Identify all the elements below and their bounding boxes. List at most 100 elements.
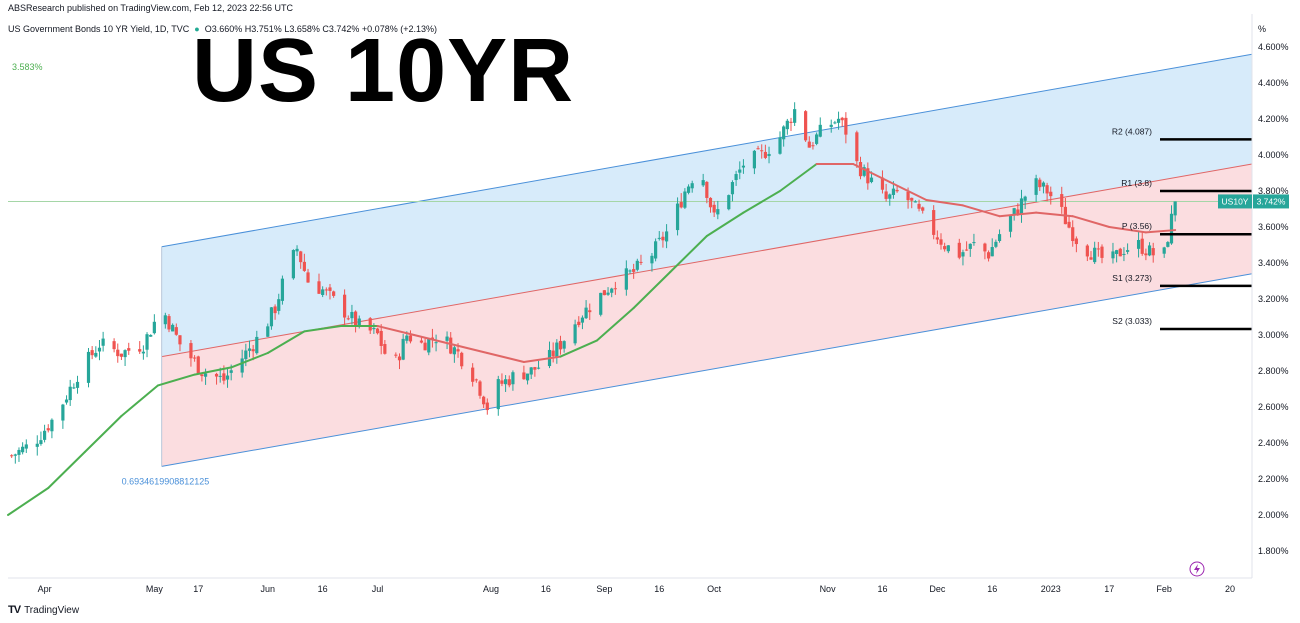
x-tick-label: 17 xyxy=(193,584,203,594)
candle-body xyxy=(222,373,226,381)
candle-body xyxy=(1100,246,1104,258)
x-tick-label: Feb xyxy=(1156,584,1172,594)
candle-body xyxy=(244,350,248,360)
candle-body xyxy=(880,177,885,190)
ma-segment xyxy=(303,325,342,333)
x-tick-label: 17 xyxy=(1104,584,1114,594)
candle-body xyxy=(986,252,991,259)
ma-segment xyxy=(486,352,525,363)
candle-body xyxy=(141,351,145,354)
candle-body xyxy=(1173,201,1177,216)
candle-body xyxy=(782,126,786,140)
x-tick-label: Dec xyxy=(929,584,946,594)
candle-body xyxy=(295,248,299,252)
y-tick-label: 4.600% xyxy=(1258,42,1289,52)
candle-body xyxy=(1012,208,1016,216)
candle-body xyxy=(50,419,54,432)
y-tick-label: 4.000% xyxy=(1258,150,1289,160)
candle-body xyxy=(533,367,537,370)
candle-body xyxy=(229,370,233,373)
ma-segment xyxy=(705,211,745,237)
candle-body xyxy=(42,430,47,440)
candle-body xyxy=(675,203,680,231)
candle-body xyxy=(997,234,1002,242)
candle-body xyxy=(1045,185,1049,194)
candle-body xyxy=(214,373,219,377)
candle-body xyxy=(650,255,654,264)
ma-segment xyxy=(1108,226,1147,234)
candle-body xyxy=(35,443,39,447)
pivot-label: R2 (4.087) xyxy=(1112,126,1152,136)
candle-body xyxy=(299,251,303,263)
ma-segment xyxy=(559,339,599,358)
candle-body xyxy=(178,335,182,345)
candle-body xyxy=(507,379,511,386)
candle-body xyxy=(277,299,281,311)
ma-segment xyxy=(852,163,891,183)
candle-body xyxy=(21,446,25,453)
candle-body xyxy=(679,202,683,208)
candle-body xyxy=(752,150,756,169)
candle-body xyxy=(932,210,936,235)
ma-segment xyxy=(266,330,306,354)
candle-body xyxy=(1060,194,1064,207)
candle-body xyxy=(957,242,961,258)
candle-body xyxy=(712,204,716,213)
candle-body xyxy=(1074,238,1078,245)
candle-body xyxy=(10,455,14,457)
ma-segment xyxy=(47,451,86,489)
candle-body xyxy=(690,183,694,189)
candle-body xyxy=(708,197,713,208)
candle-body xyxy=(961,252,965,257)
y-tick-label: 4.200% xyxy=(1258,114,1289,124)
candle-body xyxy=(68,386,72,401)
ma-segment xyxy=(632,271,672,309)
candle-body xyxy=(1089,257,1093,260)
x-tick-label: Apr xyxy=(38,584,52,594)
candle-body xyxy=(588,310,592,313)
candle-body xyxy=(727,195,731,210)
candle-body xyxy=(522,372,526,380)
candle-body xyxy=(701,180,705,186)
lightning-icon xyxy=(1189,561,1205,577)
candle-body xyxy=(734,174,738,181)
candle-body xyxy=(1016,209,1020,215)
candle-body xyxy=(1169,213,1174,244)
candle-body xyxy=(1144,253,1148,256)
candle-body xyxy=(225,375,230,380)
candle-body xyxy=(573,324,577,344)
candle-body xyxy=(1162,247,1166,254)
candle-body xyxy=(1140,238,1144,254)
candle-body xyxy=(112,341,116,350)
ma-segment xyxy=(157,373,196,387)
x-tick-label: 16 xyxy=(541,584,551,594)
candle-body xyxy=(818,124,822,137)
y-tick-label: 2.800% xyxy=(1258,366,1289,376)
candle-body xyxy=(255,336,259,354)
candle-body xyxy=(408,335,413,342)
candle-body xyxy=(968,243,972,249)
candle-body xyxy=(401,338,405,360)
y-tick-label: 2.600% xyxy=(1258,402,1289,412)
x-tick-label: 16 xyxy=(654,584,664,594)
x-tick-label: 16 xyxy=(877,584,887,594)
candle-body xyxy=(1049,191,1053,197)
candle-body xyxy=(266,326,270,337)
ma-segment xyxy=(1071,215,1111,228)
ma-segment xyxy=(120,384,160,417)
candle-body xyxy=(943,246,947,250)
candle-body xyxy=(829,124,833,127)
candle-body xyxy=(452,347,456,355)
candle-body xyxy=(368,318,372,331)
candle-body xyxy=(101,338,105,346)
channel-upper-fill xyxy=(161,54,1252,357)
candle-body xyxy=(778,137,782,154)
price-tag-value: 3.742% xyxy=(1257,196,1286,206)
candle-body xyxy=(302,261,306,271)
ma-segment xyxy=(193,366,233,376)
candle-body xyxy=(555,342,559,357)
candle-body xyxy=(661,236,665,241)
overlay-title: US 10YR xyxy=(192,21,575,121)
candle-body xyxy=(86,351,91,383)
